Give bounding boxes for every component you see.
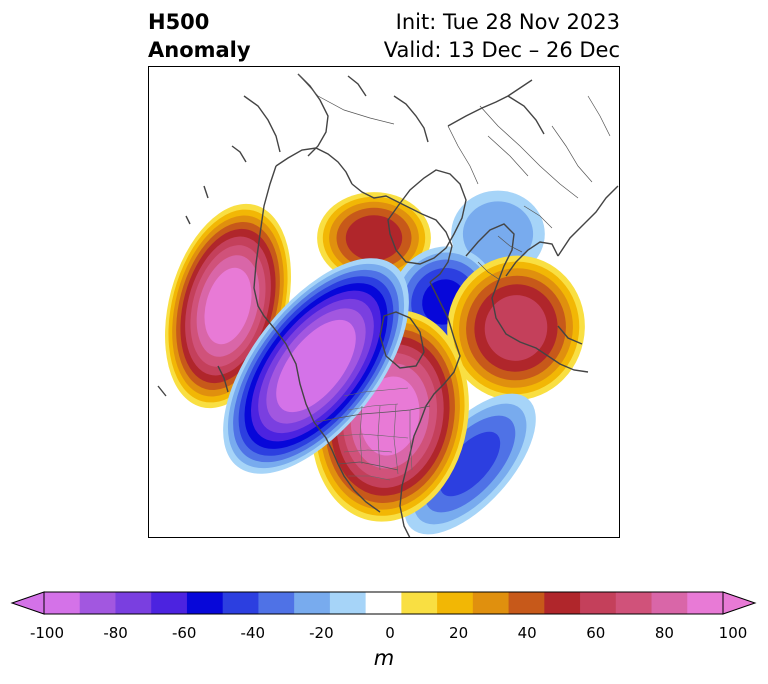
colorbar-tick-label: -100	[29, 624, 65, 642]
anomaly-contour-band	[204, 267, 252, 345]
colorbar-cell	[615, 592, 653, 614]
colorbar-under-arrow	[10, 591, 45, 615]
colorbar-cell	[687, 592, 724, 614]
anomaly-contour-band	[484, 295, 548, 361]
anomaly-europe-ridge	[447, 255, 585, 401]
anomaly-western-atlantic-trough	[404, 393, 536, 535]
colorbar-cell	[580, 592, 617, 614]
colorbar-frame	[43, 591, 724, 615]
colorbar-over-arrow	[722, 591, 757, 615]
colorbar-unit-label: m	[373, 646, 395, 670]
colorbar-cell	[115, 592, 152, 614]
colorbar-tick-label: -40	[240, 624, 266, 642]
anomaly-western-north-america-trough	[223, 258, 409, 474]
map-frame	[148, 66, 620, 538]
colorbar-cell	[329, 592, 367, 614]
anomaly-contour-band	[439, 431, 501, 497]
colorbar-cell	[151, 592, 188, 614]
valid-range: Valid: 13 Dec – 26 Dec	[383, 38, 620, 62]
colorbar-cell	[294, 592, 331, 614]
colorbar-cell	[44, 592, 81, 614]
anomaly-contour-band	[462, 201, 534, 267]
colorbar-cell	[651, 592, 688, 614]
anomaly-contour-band	[289, 335, 343, 397]
colorbar-cell	[437, 592, 474, 614]
colorbar-tick-label: 100	[718, 624, 748, 642]
colorbar-cell	[79, 592, 116, 614]
anomaly-eastern-canada-ridge	[311, 310, 469, 522]
colorbar-cell	[258, 592, 295, 614]
title-left: H500 Anomaly	[148, 8, 251, 64]
title-variable: H500	[148, 10, 210, 34]
colorbar-cell	[222, 592, 259, 614]
colorbar-tick-label: 0	[385, 624, 395, 642]
colorbar-cell	[544, 592, 581, 614]
map-panel	[148, 66, 620, 538]
anomaly-siberia-ridge	[317, 192, 431, 284]
colorbar-cell	[508, 592, 545, 614]
colorbar-cell	[186, 592, 224, 614]
anomaly-contour-band	[360, 376, 420, 456]
init-date: Init: Tue 28 Nov 2023	[395, 10, 620, 34]
colorbar-tick-label: -60	[171, 624, 197, 642]
anomaly-field	[165, 190, 585, 535]
state-borders	[337, 387, 413, 481]
colorbar	[10, 591, 757, 615]
colorbar-tick-label: 20	[449, 624, 469, 642]
colorbar-cell	[472, 592, 510, 614]
colorbar-tick-label: -20	[309, 624, 334, 642]
colorbar-cells	[44, 592, 724, 614]
anomaly-contour-band	[345, 215, 403, 261]
coastlines	[157, 73, 619, 538]
colorbar-tick-label: -80	[103, 624, 128, 642]
title-subtitle: Anomaly	[148, 38, 251, 62]
country-borders	[297, 73, 611, 471]
colorbar-cell	[365, 592, 402, 614]
anomaly-map	[148, 66, 620, 538]
colorbar-tick-label: 80	[654, 624, 674, 642]
colorbar-cell	[401, 592, 438, 614]
colorbar-tick-label: 60	[586, 624, 606, 642]
title-right: Init: Tue 28 Nov 2023 Valid: 13 Dec – 26…	[384, 8, 620, 64]
colorbar-tick-label: 40	[517, 624, 537, 642]
